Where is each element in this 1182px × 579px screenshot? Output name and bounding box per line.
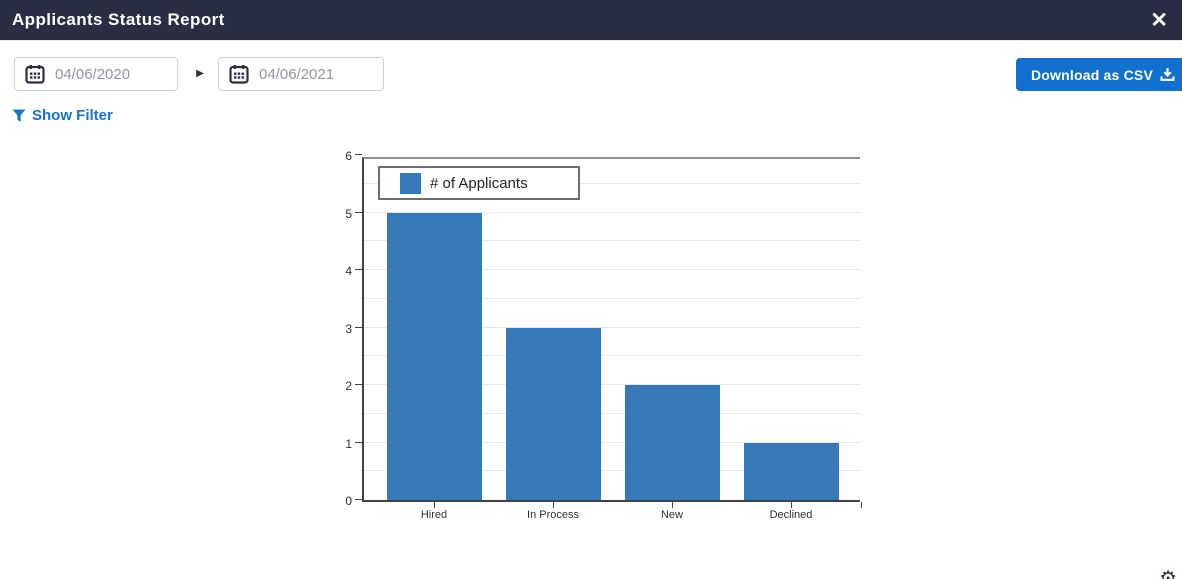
y-axis-label: 3	[345, 321, 352, 336]
y-axis-tick	[355, 154, 362, 155]
modal-header: Applicants Status Report ✕	[0, 0, 1182, 41]
bar[interactable]	[386, 212, 482, 500]
filter-funnel-icon	[12, 109, 26, 123]
partial-gear-icon[interactable]: ⚙	[1159, 568, 1177, 579]
gridline	[364, 384, 860, 385]
y-axis-tick	[355, 326, 362, 328]
show-filter-label: Show Filter	[32, 107, 113, 124]
x-axis-label: Hired	[420, 509, 448, 521]
y-axis-tick	[355, 269, 362, 270]
gridline	[364, 441, 860, 443]
x-axis-end-tick	[861, 502, 862, 508]
gridline	[364, 297, 860, 299]
bar[interactable]	[743, 442, 839, 500]
legend-color-swatch	[400, 172, 421, 194]
calendar-icon	[25, 64, 45, 84]
y-axis-tick	[355, 384, 362, 385]
date-range-arrow-icon: ▶	[196, 68, 204, 79]
y-axis-label: 1	[345, 436, 352, 451]
date-to-picker[interactable]	[218, 57, 384, 91]
x-axis-tick	[672, 502, 673, 508]
y-axis-label: 4	[345, 264, 352, 278]
date-to-input[interactable]	[259, 65, 359, 83]
close-icon[interactable]: ✕	[1150, 8, 1168, 32]
show-filter-link[interactable]: Show Filter	[12, 107, 113, 124]
x-axis-tick	[434, 502, 435, 508]
gridline	[364, 470, 860, 472]
gridline	[364, 211, 860, 213]
bar[interactable]	[624, 385, 720, 500]
calendar-icon	[229, 64, 249, 84]
gridline	[364, 182, 860, 184]
date-from-picker[interactable]	[14, 57, 178, 91]
x-axis-label: New	[660, 509, 684, 521]
bar-chart-plot-area: 0 1 2 3 4 5 6 Hired In Process New Declined	[345, 149, 862, 521]
date-from-input[interactable]	[55, 65, 155, 83]
y-axis-tick	[355, 211, 362, 213]
download-csv-button[interactable]: Download as CSV	[1016, 58, 1182, 91]
page-title: Applicants Status Report	[12, 10, 225, 29]
gridline	[364, 355, 860, 357]
gridline	[364, 326, 860, 328]
download-csv-label: Download as CSV	[1030, 66, 1154, 83]
gridline	[364, 240, 860, 242]
bar[interactable]	[505, 327, 601, 500]
y-axis-label: 0	[345, 494, 352, 508]
x-axis-tick	[791, 502, 792, 508]
y-axis-tick	[355, 499, 362, 500]
legend-label: # of Applicants	[430, 174, 528, 192]
x-axis-tick	[553, 502, 554, 508]
gridline	[364, 269, 860, 270]
y-axis-label: 6	[345, 149, 352, 163]
gridline	[364, 412, 860, 414]
y-axis-label: 2	[345, 379, 352, 393]
download-icon	[1160, 67, 1175, 82]
y-axis-label: 5	[345, 206, 352, 221]
y-axis-tick	[355, 441, 362, 443]
chart-legend[interactable]: # of Applicants	[378, 166, 580, 200]
x-axis-label: Declined	[769, 509, 813, 521]
x-axis-label: In Process	[527, 509, 579, 521]
